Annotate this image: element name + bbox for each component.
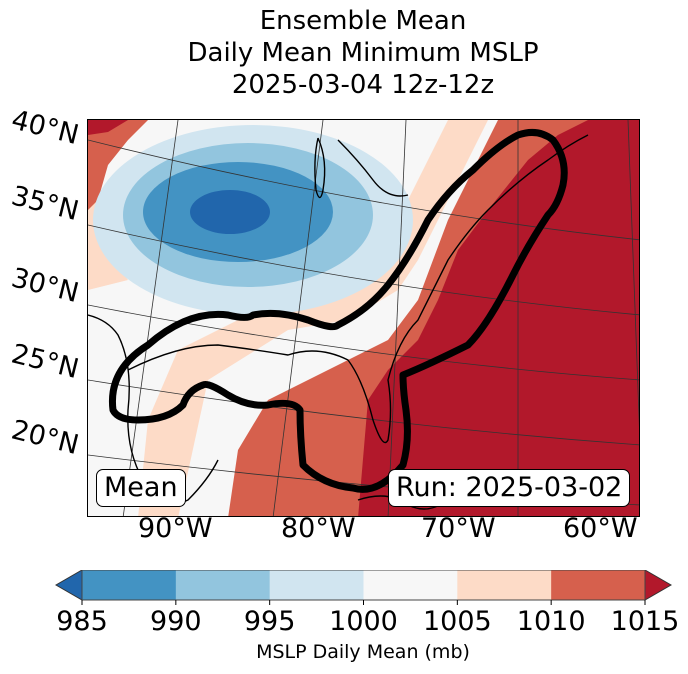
colorbar-bin-1000-1005: [363, 570, 458, 600]
colorbar-tick-label: 985: [56, 606, 108, 637]
lat-label-40: 40°N: [8, 104, 82, 152]
band-under-985: [190, 190, 270, 234]
mean-label: Mean: [96, 469, 186, 507]
lat-label-25: 25°N: [8, 338, 82, 386]
map-panel: [87, 119, 640, 517]
band-over-1015: [358, 120, 639, 516]
lon-label-60w: 60°W: [563, 513, 638, 544]
colorbar-bin-985-990: [82, 570, 177, 600]
title-line-2: Daily Mean Minimum MSLP: [187, 38, 539, 68]
coastlines: [88, 134, 589, 510]
colorbar-bin-1010-1015: [551, 570, 646, 600]
lat-label-35: 35°N: [8, 180, 82, 228]
colorbar-bin-995-1000: [269, 570, 364, 600]
title-line-3: 2025-03-04 12z-12z: [231, 70, 495, 100]
lat-label-30: 30°N: [8, 262, 82, 310]
lon-line-70: [387, 120, 407, 516]
lon-label-90w: 90°W: [138, 513, 213, 544]
colorbar-label: MSLP Daily Mean (mb): [256, 641, 470, 663]
title-line-1: Ensemble Mean: [259, 6, 467, 36]
outline-contour: [108, 128, 568, 493]
colorbar-bin-1005-1010: [457, 570, 552, 600]
run-date-label: Run: 2025-03-02: [388, 469, 631, 507]
band-over-nw: [88, 120, 128, 135]
colorbar-extend-over: [644, 570, 673, 601]
lat-label-20: 20°N: [8, 414, 82, 462]
lat-line-30: [88, 304, 639, 381]
lake-michigan: [314, 137, 326, 199]
colorbar: [55, 570, 673, 605]
coast-mexico: [88, 314, 219, 504]
band-1010-1015-nw: [88, 120, 148, 210]
colorbar-tick-label: 1010: [516, 606, 586, 637]
colorbar-bin-990-995: [175, 570, 271, 600]
colorbar-tick-label: 1015: [610, 606, 680, 637]
mslp-field: [88, 120, 639, 516]
colorbar-tick-label: 1005: [422, 606, 492, 637]
lon-label-80w: 80°W: [281, 513, 356, 544]
lon-label-70w: 70°W: [421, 513, 496, 544]
coast-us-east: [127, 134, 589, 444]
colorbar-tick-label: 990: [150, 606, 202, 637]
great-lakes: [337, 139, 409, 197]
lon-line-50: [627, 120, 639, 427]
colorbar-tick-label: 995: [243, 606, 296, 637]
lat-line-25: [88, 379, 639, 446]
colorbar-tick-label: 1000: [329, 606, 398, 637]
lat-line-40: [88, 139, 639, 241]
colorbar-extend-under: [55, 570, 83, 601]
lat-line-35: [88, 224, 639, 316]
